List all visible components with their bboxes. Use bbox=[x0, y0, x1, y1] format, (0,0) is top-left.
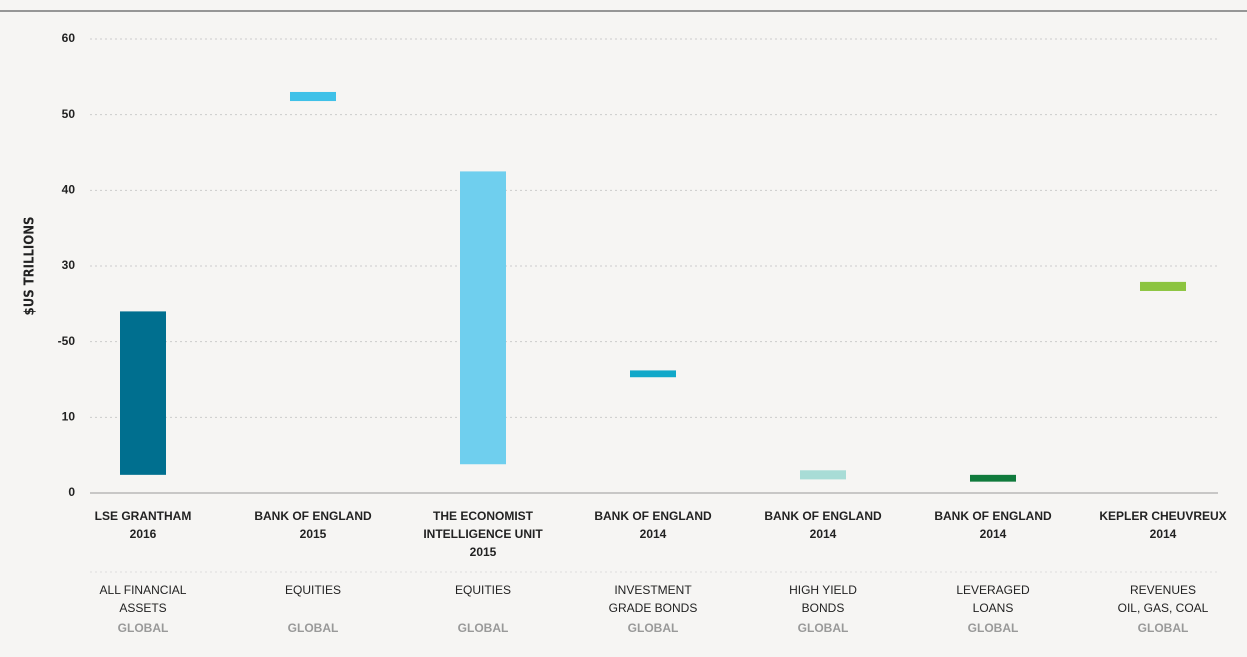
category-label: BANK OF ENGLAND bbox=[594, 509, 712, 523]
bar bbox=[290, 91, 336, 102]
description-label: LEVERAGED bbox=[956, 583, 1030, 597]
year-label: 2015 bbox=[300, 527, 327, 541]
category-label: BANK OF ENGLAND bbox=[254, 509, 372, 523]
category-label: LSE GRANTHAM bbox=[95, 509, 192, 523]
year-label: 2014 bbox=[1150, 527, 1177, 541]
description-label: LOANS bbox=[973, 601, 1014, 615]
y-tick-label: 30 bbox=[62, 258, 76, 272]
y-tick-label: 0 bbox=[68, 485, 75, 499]
year-label: 2014 bbox=[640, 527, 667, 541]
category-label: BANK OF ENGLAND bbox=[764, 509, 882, 523]
year-label: 2014 bbox=[980, 527, 1007, 541]
y-tick-label: 50 bbox=[62, 107, 76, 121]
region-label: GLOBAL bbox=[458, 621, 509, 635]
description-label: OIL, GAS, COAL bbox=[1118, 601, 1209, 615]
region-label: GLOBAL bbox=[118, 621, 169, 635]
bar bbox=[800, 470, 846, 480]
region-label: GLOBAL bbox=[288, 621, 339, 635]
y-tick-label: -50 bbox=[58, 334, 76, 348]
bar bbox=[970, 474, 1016, 482]
bar bbox=[630, 370, 676, 378]
description-label: EQUITIES bbox=[285, 583, 341, 597]
description-label: ASSETS bbox=[119, 601, 166, 615]
description-label: EQUITIES bbox=[455, 583, 511, 597]
description-label: BONDS bbox=[802, 601, 845, 615]
category-label: KEPLER CHEUVREUX bbox=[1099, 509, 1226, 523]
region-label: GLOBAL bbox=[1138, 621, 1189, 635]
category-label: BANK OF ENGLAND bbox=[934, 509, 1052, 523]
y-axis-label: $US TRILLIONS bbox=[23, 217, 38, 316]
bar bbox=[1140, 281, 1186, 291]
y-tick-label: 10 bbox=[62, 410, 76, 424]
category-label: INTELLIGENCE UNIT bbox=[423, 527, 543, 541]
description-label: GRADE BONDS bbox=[609, 601, 698, 615]
region-label: GLOBAL bbox=[798, 621, 849, 635]
y-tick-label: 60 bbox=[62, 31, 76, 45]
y-tick-label: 40 bbox=[62, 183, 76, 197]
bar bbox=[120, 311, 166, 475]
description-label: REVENUES bbox=[1130, 583, 1196, 597]
category-label: THE ECONOMIST bbox=[433, 509, 534, 523]
description-label: INVESTMENT bbox=[614, 583, 692, 597]
year-label: 2014 bbox=[810, 527, 837, 541]
year-label: 2016 bbox=[130, 527, 157, 541]
bar bbox=[460, 171, 506, 465]
description-label: HIGH YIELD bbox=[789, 583, 857, 597]
region-label: GLOBAL bbox=[968, 621, 1019, 635]
description-label: ALL FINANCIAL bbox=[100, 583, 187, 597]
region-label: GLOBAL bbox=[628, 621, 679, 635]
year-label: 2015 bbox=[470, 545, 497, 559]
